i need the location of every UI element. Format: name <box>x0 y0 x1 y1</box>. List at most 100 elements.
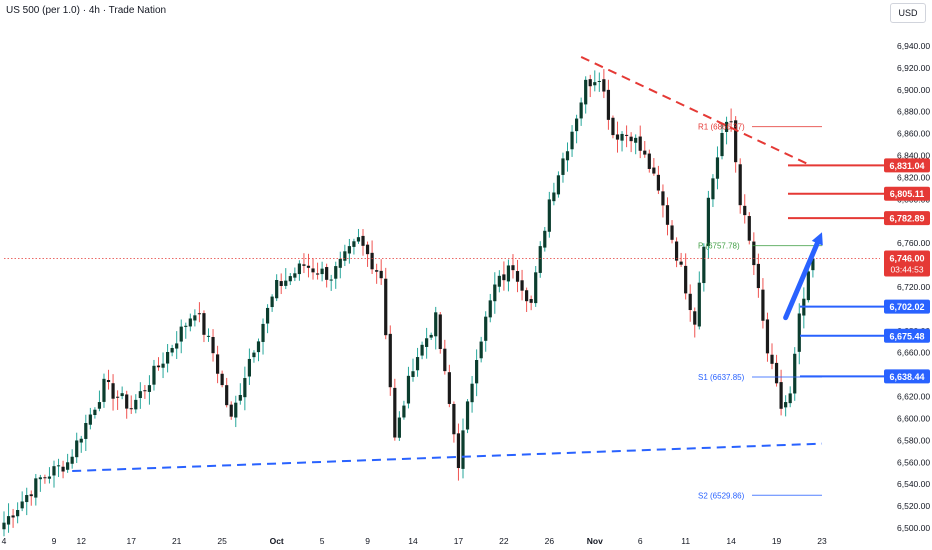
level-price-tag[interactable] <box>884 299 930 314</box>
candle-body <box>179 326 183 342</box>
descending-resistance-trendline[interactable] <box>580 56 809 166</box>
candle-body <box>429 334 433 338</box>
y-tick-label: 6,820.00 <box>897 172 930 182</box>
candle-body <box>70 456 74 464</box>
candle-body <box>16 510 20 517</box>
time-axis[interactable]: 4 9 12 17 21 25 Oct 5 9 14 17 22 26 Nov 6 11 14 19 23 <box>2 536 827 546</box>
candle-body <box>679 261 683 265</box>
candle-body <box>370 252 374 270</box>
candle-body <box>497 275 501 287</box>
candle-body <box>256 341 261 353</box>
candle-body <box>11 515 15 518</box>
candle-body <box>320 268 324 275</box>
candle-body <box>93 409 97 416</box>
level-price-tag[interactable] <box>884 369 930 384</box>
x-tick-label: 19 <box>772 536 782 546</box>
level-price-tag[interactable] <box>884 328 930 343</box>
candle-body <box>561 158 565 175</box>
candle-body <box>770 354 774 364</box>
x-tick-label: Oct <box>270 536 284 546</box>
y-tick-label: 6,540.00 <box>897 479 930 489</box>
candle-body <box>229 404 233 417</box>
level-price-tag[interactable] <box>884 211 930 226</box>
current-price-text: 6,746.00 <box>889 253 924 263</box>
candle-body <box>284 280 288 286</box>
x-tick-label: 9 <box>365 536 370 546</box>
candle-body <box>738 164 742 206</box>
candle-body <box>479 341 483 359</box>
candle-body <box>570 131 574 150</box>
y-tick-label: 6,660.00 <box>897 348 930 358</box>
candle-body <box>211 336 215 354</box>
ascending-support-trendline[interactable] <box>72 442 823 473</box>
candle-body <box>706 197 710 247</box>
candle-body <box>665 205 670 225</box>
candle-body <box>161 363 165 368</box>
candle-body <box>470 383 474 403</box>
y-tick-label: 6,620.00 <box>897 392 930 402</box>
candle-body <box>220 373 224 386</box>
candle-body <box>147 385 152 392</box>
candle-body <box>488 300 492 318</box>
candle-body <box>720 132 724 157</box>
current-price-tag[interactable] <box>884 250 930 277</box>
candle-body <box>475 360 479 384</box>
x-tick-label: 17 <box>454 536 464 546</box>
candle-body <box>715 157 720 179</box>
x-tick-label: 17 <box>127 536 137 546</box>
level-price-tag[interactable] <box>884 158 930 173</box>
candle-body <box>88 414 92 425</box>
candle-body <box>84 422 88 439</box>
level-price-text: 6,782.89 <box>889 214 924 224</box>
candle-body <box>365 244 370 255</box>
candle-body <box>379 270 383 279</box>
candle-body <box>361 235 365 246</box>
candle-body <box>356 237 361 242</box>
candle-body <box>811 258 815 271</box>
candle-body <box>661 191 665 206</box>
candle-body <box>702 246 706 284</box>
candle-body <box>597 80 601 82</box>
candle-body <box>438 314 442 349</box>
price-axis[interactable]: 6,500.00 6,520.00 6,540.00 6,560.00 6,580.00… <box>897 41 930 533</box>
candle-body <box>425 338 429 347</box>
x-tick-label: 12 <box>77 536 87 546</box>
candle-body <box>465 401 470 430</box>
candle-body <box>656 174 660 191</box>
candle-body <box>52 466 56 476</box>
candle-body <box>674 241 679 261</box>
bullish-arrow-shaft[interactable] <box>783 240 820 321</box>
candle-body <box>615 134 620 140</box>
candle-body <box>170 348 174 353</box>
candle-body <box>6 516 11 525</box>
candle-body <box>406 375 411 404</box>
candle-body <box>270 296 274 308</box>
candle-body <box>79 438 83 443</box>
level-price-tag[interactable] <box>884 186 930 201</box>
candle-body <box>297 263 301 275</box>
level-price-text: 6,805.11 <box>890 189 925 199</box>
candle-body <box>502 274 506 281</box>
price-labels-layer: 6,831.04 6,805.11 6,782.89 6,702.02 6,675.48… <box>884 158 930 384</box>
candle-body <box>29 494 33 497</box>
candle-body <box>152 365 156 385</box>
candle-body <box>443 348 447 372</box>
bullish-arrow-head[interactable] <box>811 232 823 246</box>
y-tick-label: 6,560.00 <box>897 457 930 467</box>
candle-body <box>143 390 147 392</box>
candle-body <box>634 137 638 143</box>
candle-body <box>279 281 283 287</box>
candle-body <box>484 316 488 341</box>
candle-body <box>206 335 211 337</box>
candle-body <box>193 315 197 321</box>
y-tick-label: 6,600.00 <box>897 413 930 423</box>
candle-body <box>556 175 561 195</box>
level-price-text: 6,831.04 <box>889 161 924 171</box>
candle-body <box>134 399 138 410</box>
currency-button[interactable]: USD <box>890 3 926 23</box>
candle-body <box>761 289 765 321</box>
x-tick-label: 22 <box>499 536 509 546</box>
x-tick-label: 4 <box>2 536 7 546</box>
y-tick-label: 6,580.00 <box>897 435 930 445</box>
